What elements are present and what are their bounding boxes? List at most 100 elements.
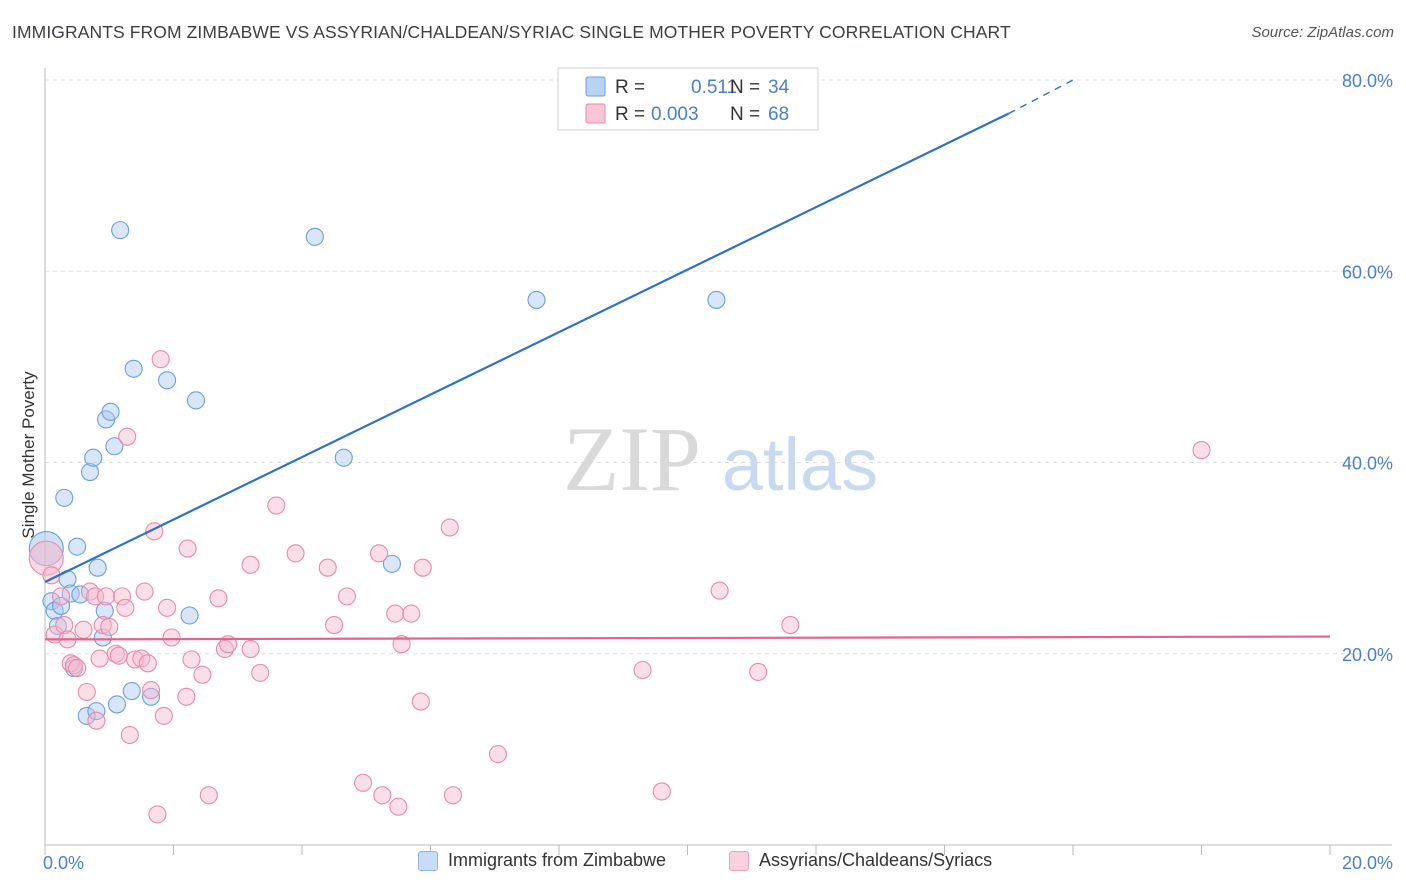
tick-labels: 20.0% 40.0% 60.0% 80.0% 0.0% 20.0% (43, 71, 1393, 873)
legend-swatch-zimbabwe (418, 850, 438, 871)
point-blue-15 (88, 558, 107, 577)
point-pink-53 (373, 786, 392, 805)
point-pink-45 (251, 663, 270, 682)
point-blue-27 (180, 606, 199, 625)
x-tick-label-1: 20.0% (1342, 853, 1393, 873)
watermark: ZIP atlas (563, 408, 878, 510)
point-pink-19 (109, 646, 128, 665)
y-axis-label: Single Mother Poverty (19, 371, 38, 539)
point-pink-31 (151, 350, 170, 369)
point-blue-20 (105, 437, 124, 456)
y-tick-label-2: 60.0% (1342, 262, 1393, 282)
stats-r-label-pink: R = (615, 104, 645, 125)
point-blue-12 (80, 463, 100, 482)
stats-swatch-pink (585, 103, 606, 124)
point-pink-62 (488, 745, 508, 764)
point-pink-17 (100, 617, 119, 637)
grid (45, 79, 1392, 655)
point-pink-65 (710, 581, 729, 600)
point-blue-19 (101, 402, 120, 421)
point-pink-10 (77, 682, 96, 702)
point-blue-14 (87, 702, 106, 721)
stats-n-label-blue: N = (730, 77, 760, 98)
point-pink-55 (389, 797, 408, 816)
point-pink-9 (74, 620, 93, 639)
point-pink-36 (178, 539, 197, 558)
point-pink-0 (28, 540, 64, 576)
point-blue-31 (382, 554, 402, 573)
point-blue-4 (52, 596, 71, 615)
stats-r-value-pink: 0.003 (651, 104, 699, 125)
point-pink-60 (440, 518, 459, 537)
point-pink-46 (267, 496, 286, 515)
point-pink-59 (413, 558, 432, 577)
point-pink-22 (118, 427, 137, 446)
point-pink-68 (1192, 441, 1211, 460)
stats-n-value-pink: 68 (768, 104, 789, 125)
point-pink-47 (286, 544, 305, 563)
point-blue-33 (707, 290, 726, 309)
point-pink-34 (162, 628, 181, 647)
point-pink-64 (652, 782, 671, 801)
source-label: Source: ZipAtlas.com (1251, 24, 1394, 41)
point-pink-12 (86, 587, 105, 606)
trendline-pink (44, 635, 1331, 641)
stats-n-label-pink: N = (730, 104, 760, 125)
point-pink-54 (386, 604, 405, 623)
point-pink-13 (87, 711, 106, 730)
point-blue-28 (186, 391, 206, 410)
legend-item-assyrians: Assyrians/Chaldeans/Syriacs (729, 850, 992, 871)
point-blue-26 (158, 371, 177, 390)
point-blue-22 (111, 221, 130, 240)
point-pink-35 (177, 687, 196, 706)
point-blue-5 (55, 488, 74, 507)
point-pink-52 (370, 544, 389, 563)
trendline-blue-extension (1008, 79, 1074, 115)
point-pink-43 (241, 639, 260, 659)
point-pink-27 (138, 654, 157, 673)
axes (44, 68, 1392, 855)
point-pink-61 (443, 786, 463, 805)
point-pink-20 (113, 587, 132, 606)
x-tick-label-0: 0.0% (43, 853, 84, 873)
point-pink-66 (749, 662, 768, 681)
trendline-blue (44, 112, 1010, 584)
point-blue-24 (124, 359, 143, 378)
stats-r-value-blue: 0.511 (691, 77, 737, 98)
point-pink-57 (402, 604, 421, 623)
point-pink-67 (781, 616, 800, 635)
point-pink-38 (193, 665, 212, 684)
point-pink-28 (141, 681, 161, 700)
point-blue-30 (334, 448, 353, 467)
chart-title: IMMIGRANTS FROM ZIMBABWE VS ASSYRIAN/CHA… (12, 22, 1011, 42)
stats-r-label-blue: R = (615, 77, 645, 98)
point-blue-16 (93, 628, 112, 647)
point-pink-32 (154, 706, 173, 725)
point-pink-51 (353, 773, 373, 792)
point-pink-50 (337, 587, 357, 606)
point-pink-18 (106, 644, 125, 663)
point-pink-4 (55, 616, 74, 635)
watermark-atlas: atlas (722, 423, 878, 506)
point-pink-63 (633, 660, 652, 680)
point-pink-58 (411, 692, 430, 711)
point-pink-3 (52, 587, 71, 606)
legend-swatch-assyrians (729, 850, 749, 871)
point-pink-33 (158, 598, 177, 617)
y-tick-label-1: 40.0% (1342, 454, 1393, 474)
point-blue-11 (77, 706, 96, 725)
point-pink-23 (120, 725, 139, 745)
point-pink-15 (93, 616, 112, 635)
point-pink-16 (96, 587, 116, 606)
point-blue-1 (42, 592, 61, 611)
stats-n-value-blue: 34 (768, 77, 790, 98)
legend-label-assyrians: Assyrians/Chaldeans/Syriacs (759, 850, 993, 870)
point-blue-25 (141, 687, 161, 706)
point-pink-40 (209, 589, 228, 608)
trend-lines (44, 79, 1331, 641)
point-pink-8 (68, 659, 87, 678)
stats-swatch-blue (585, 76, 606, 97)
point-pink-7 (64, 656, 83, 675)
point-pink-37 (182, 650, 201, 669)
